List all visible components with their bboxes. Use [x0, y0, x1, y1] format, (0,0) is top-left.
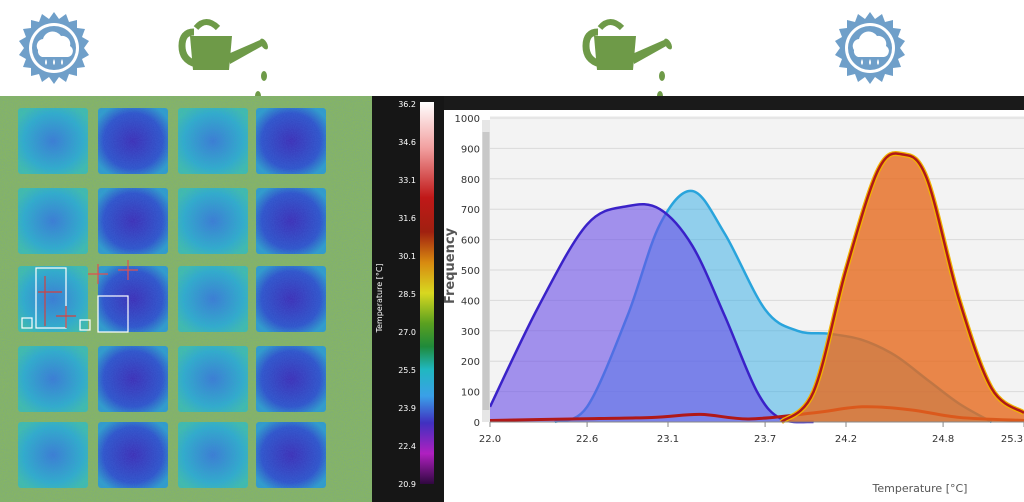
colorbar-tick-label: 20.9	[398, 480, 416, 489]
colorbar-tick-label: 22.4	[398, 442, 416, 451]
x-tick-label: 23.7	[754, 434, 776, 445]
colorbar-tick-label: 27.0	[398, 328, 416, 337]
x-tick-label: 23.1	[657, 434, 679, 445]
colorbar-tick-label: 34.6	[398, 138, 416, 147]
watering-can-icon	[582, 19, 672, 101]
colorbar-tick-label: 30.1	[398, 252, 416, 261]
y-tick-label: 800	[461, 175, 480, 186]
y-tick-label: 100	[461, 388, 480, 399]
y-axis-label: Frequency	[444, 227, 458, 304]
series-line	[488, 203, 814, 424]
y-tick-label: 600	[461, 236, 480, 247]
temperature-histogram: 0 100 200 300 400 500 600 700 800 900 1000 22.0 22.…	[444, 96, 1024, 502]
colorbar-gradient	[420, 102, 434, 484]
y-tick-label: 300	[461, 327, 480, 338]
colorbar-tick-label: 36.2	[398, 100, 416, 109]
y-tick-label: 400	[461, 296, 480, 307]
y-tick-label: 0	[474, 418, 480, 429]
y-tick-label: 200	[461, 357, 480, 368]
series-line	[780, 152, 1024, 424]
colorbar-tick-label: 28.5	[398, 290, 416, 299]
temperature-colorbar: 36.2 34.6 33.1 31.6 30.1 28.5 27.0 25.5 23.9 22.4…	[372, 96, 444, 502]
colorbar-label: Temperature [°C]	[375, 263, 384, 333]
watering-can-icon	[178, 19, 268, 101]
rain-cloud-badge-icon	[19, 12, 89, 84]
series-area	[490, 204, 814, 423]
y-scrollbar-thumb[interactable]	[482, 132, 490, 410]
colorbar-tick-label: 31.6	[398, 214, 416, 223]
thermal-field-image	[0, 96, 372, 502]
x-axis-label: Temperature [°C]	[872, 482, 968, 495]
colorbar-tick-label: 23.9	[398, 404, 416, 413]
colorbar-tick-label: 25.5	[398, 366, 416, 375]
x-tick-label: 25.3	[1001, 434, 1023, 445]
y-tick-label: 500	[461, 266, 480, 277]
sensor-markers	[21, 260, 138, 333]
y-tick-label: 900	[461, 144, 480, 155]
y-tick-label: 700	[461, 205, 480, 216]
x-tick-label: 22.0	[479, 434, 501, 445]
rain-cloud-badge-icon	[835, 12, 905, 84]
x-tick-label: 24.8	[932, 434, 954, 445]
series-area	[781, 153, 1024, 423]
colorbar-tick-label: 33.1	[398, 176, 416, 185]
x-tick-label: 22.6	[576, 434, 598, 445]
y-tick-label: 1000	[455, 114, 480, 125]
x-tick-label: 24.2	[835, 434, 857, 445]
